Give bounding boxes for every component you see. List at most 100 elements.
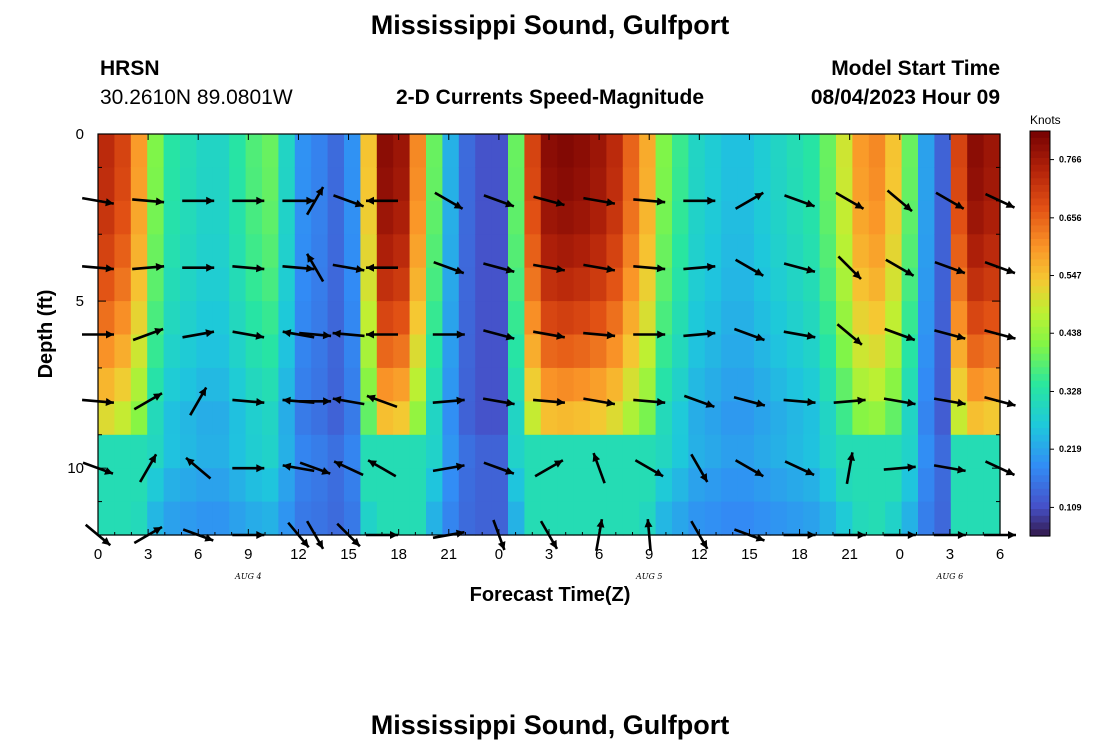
heat-cell (590, 234, 607, 269)
heat-cell (458, 200, 476, 235)
heat-cell (704, 401, 722, 436)
heat-cell (737, 301, 755, 336)
heat-cell (557, 401, 575, 436)
heat-cell (836, 134, 853, 168)
model-start-value: 08/04/2023 Hour 09 (810, 86, 1000, 109)
heat-cell (163, 468, 181, 503)
y-axis-label: Depth (ft) (35, 290, 57, 379)
heat-cell (98, 267, 115, 302)
heat-cell (180, 334, 197, 369)
heat-cell (458, 167, 476, 202)
heat-cell (327, 200, 345, 235)
heat-cell (901, 234, 919, 269)
heat-cell (622, 401, 640, 436)
heat-cell (540, 267, 558, 302)
heat-cell (524, 434, 542, 469)
heat-cell (836, 267, 853, 302)
heat-cell (294, 200, 312, 235)
colorbar-tick-label: 0.328 (1059, 386, 1082, 396)
heat-cell (918, 134, 935, 168)
heat-cell (573, 468, 591, 503)
heat-cell (606, 301, 624, 336)
heat-cell (672, 501, 689, 536)
heat-cell (721, 267, 739, 302)
heat-cell (721, 367, 739, 402)
current-vector-arrow (534, 459, 564, 478)
heat-cell (294, 501, 312, 536)
heat-cell (98, 401, 115, 436)
heat-cell (458, 501, 476, 536)
current-vector-arrow (883, 463, 916, 472)
heat-cell (983, 501, 1001, 536)
heat-cell (409, 267, 427, 302)
current-vector-arrow (299, 461, 331, 475)
colorbar-segment (1030, 218, 1050, 227)
heat-cell (983, 334, 1001, 369)
heat-cell (262, 401, 279, 436)
heat-cell (475, 234, 493, 269)
current-vector-arrow (299, 331, 332, 340)
heat-cell (819, 167, 837, 202)
heat-cell (98, 134, 115, 168)
heat-cell (344, 200, 361, 235)
current-vector-arrow (232, 264, 265, 273)
heat-cell (393, 267, 411, 302)
heat-cell (934, 301, 952, 336)
heat-cell (508, 267, 525, 302)
current-vector-arrow (784, 460, 815, 477)
heat-cell (508, 501, 525, 536)
heat-cell (376, 434, 394, 469)
heat-cell (114, 134, 132, 168)
current-vector-arrow (633, 330, 666, 339)
current-vector-arrow (833, 396, 866, 405)
heat-cell (344, 167, 361, 202)
heat-cell (327, 367, 345, 402)
colorbar-tick-label: 0.547 (1059, 271, 1082, 281)
heat-cell (458, 334, 476, 369)
heat-cell (360, 501, 378, 536)
heat-cell (344, 367, 361, 402)
heat-cell (557, 501, 575, 536)
heat-cell (163, 367, 181, 402)
heat-cell (278, 334, 296, 369)
current-vector-arrow (633, 197, 666, 206)
heat-cell (508, 167, 525, 202)
heat-cell (376, 267, 394, 302)
heat-cell (311, 468, 329, 503)
heat-cell (180, 200, 197, 235)
heat-cell (311, 134, 329, 168)
heat-cell (114, 501, 132, 536)
heat-cell (786, 334, 804, 369)
colorbar-segment (1030, 191, 1050, 200)
heat-cell (360, 367, 378, 402)
heat-cell (114, 367, 132, 402)
heat-cell (180, 301, 197, 336)
heat-cell (163, 234, 181, 269)
heat-cell (786, 501, 804, 536)
heat-cell (803, 200, 821, 235)
colorbar-segment (1030, 171, 1050, 179)
heat-cell (852, 401, 870, 436)
heat-cell (688, 267, 706, 302)
heat-cell (967, 367, 985, 402)
heat-cell (754, 301, 771, 336)
heat-cell (393, 301, 411, 336)
heat-cell (868, 468, 886, 503)
heat-cell (754, 267, 771, 302)
heat-cell (688, 367, 706, 402)
heat-cell (852, 167, 870, 202)
current-vector-arrow (532, 330, 566, 340)
x-tick-label: 21 (841, 546, 858, 563)
heat-cell (573, 334, 591, 369)
heat-cell (294, 234, 312, 269)
heat-cell (196, 267, 214, 302)
current-vector-arrow (683, 394, 715, 409)
heat-cell (508, 234, 525, 269)
colorbar-segment (1030, 266, 1050, 274)
heat-cell (934, 267, 952, 302)
x-tick-label: 3 (946, 546, 954, 563)
heat-cell (491, 468, 509, 503)
heat-cell (967, 501, 985, 536)
current-vector-arrow (634, 459, 664, 478)
